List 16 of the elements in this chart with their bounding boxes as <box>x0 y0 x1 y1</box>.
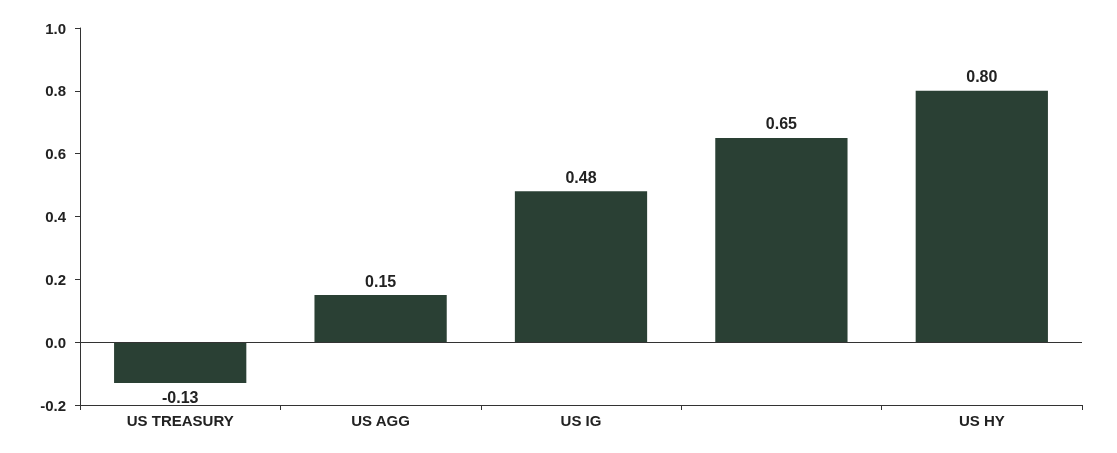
data-label: 0.65 <box>765 115 798 133</box>
y-tick-label: 0.0 <box>45 333 66 351</box>
x-tick-label: US AGG <box>351 412 410 429</box>
y-tick-label: 0.8 <box>45 82 66 100</box>
x-tick-label: US TREASURY <box>126 412 234 429</box>
y-tick-label: 0.2 <box>45 270 66 288</box>
y-tick-label: 1.0 <box>45 19 66 37</box>
data-label: 0.15 <box>365 272 397 290</box>
y-tick-label: -0.2 <box>40 396 66 414</box>
x-tick-label: US IG <box>560 412 602 429</box>
data-label: 0.80 <box>966 68 998 86</box>
y-tick-label: 0.4 <box>45 208 67 225</box>
y-tick-label: 0.6 <box>45 145 66 163</box>
x-tick-label: US HY <box>958 412 1005 429</box>
data-label: 0.48 <box>565 168 597 186</box>
data-label: -0.13 <box>161 388 199 406</box>
